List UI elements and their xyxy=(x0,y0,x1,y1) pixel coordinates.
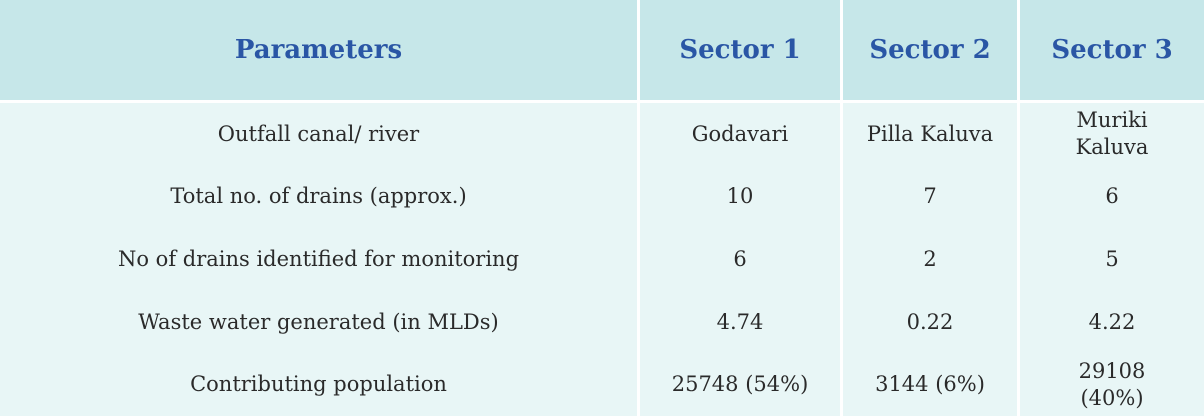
table-row: Waste water generated (in MLDs) 4.74 0.2… xyxy=(0,290,1204,354)
sector-2-cell: 0.22 xyxy=(843,290,1020,354)
sector-2-cell: 3144 (6%) xyxy=(843,353,1020,416)
table-body: Outfall canal/ river Godavari Pilla Kalu… xyxy=(0,103,1204,416)
header-parameters: Parameters xyxy=(0,0,640,103)
parameter-cell: Outfall canal/ river xyxy=(0,103,640,166)
header-sector-3: Sector 3 xyxy=(1020,0,1204,103)
parameter-cell: No of drains identified for monitoring xyxy=(0,228,640,291)
sector-1-cell: 25748 (54%) xyxy=(640,353,843,416)
sector-1-cell: 10 xyxy=(640,165,843,229)
sector-3-cell: Muriki Kaluva xyxy=(1020,103,1204,166)
table-header: Parameters Sector 1 Sector 2 Sector 3 xyxy=(0,0,1204,103)
sector-2-cell: 7 xyxy=(843,165,1020,229)
parameter-cell: Total no. of drains (approx.) xyxy=(0,165,640,229)
table-row: Contributing population 25748 (54%) 3144… xyxy=(0,353,1204,416)
table-row: Outfall canal/ river Godavari Pilla Kalu… xyxy=(0,103,1204,166)
table-row: Total no. of drains (approx.) 10 7 6 xyxy=(0,165,1204,229)
sector-1-cell: 6 xyxy=(640,228,843,291)
sector-1-cell: 4.74 xyxy=(640,290,843,354)
parameter-cell: Contributing population xyxy=(0,353,640,416)
sector-3-cell: 4.22 xyxy=(1020,290,1204,354)
sector-3-cell: 29108 (40%) xyxy=(1020,353,1204,416)
header-sector-1: Sector 1 xyxy=(640,0,843,103)
sector-3-cell: 6 xyxy=(1020,165,1204,229)
parameter-cell: Waste water generated (in MLDs) xyxy=(0,290,640,354)
sector-2-cell: 2 xyxy=(843,228,1020,291)
sector-2-cell: Pilla Kaluva xyxy=(843,103,1020,166)
header-row: Parameters Sector 1 Sector 2 Sector 3 xyxy=(0,0,1204,103)
header-sector-2: Sector 2 xyxy=(843,0,1020,103)
sector-3-cell: 5 xyxy=(1020,228,1204,291)
table-row: No of drains identified for monitoring 6… xyxy=(0,228,1204,291)
sector-1-cell: Godavari xyxy=(640,103,843,166)
